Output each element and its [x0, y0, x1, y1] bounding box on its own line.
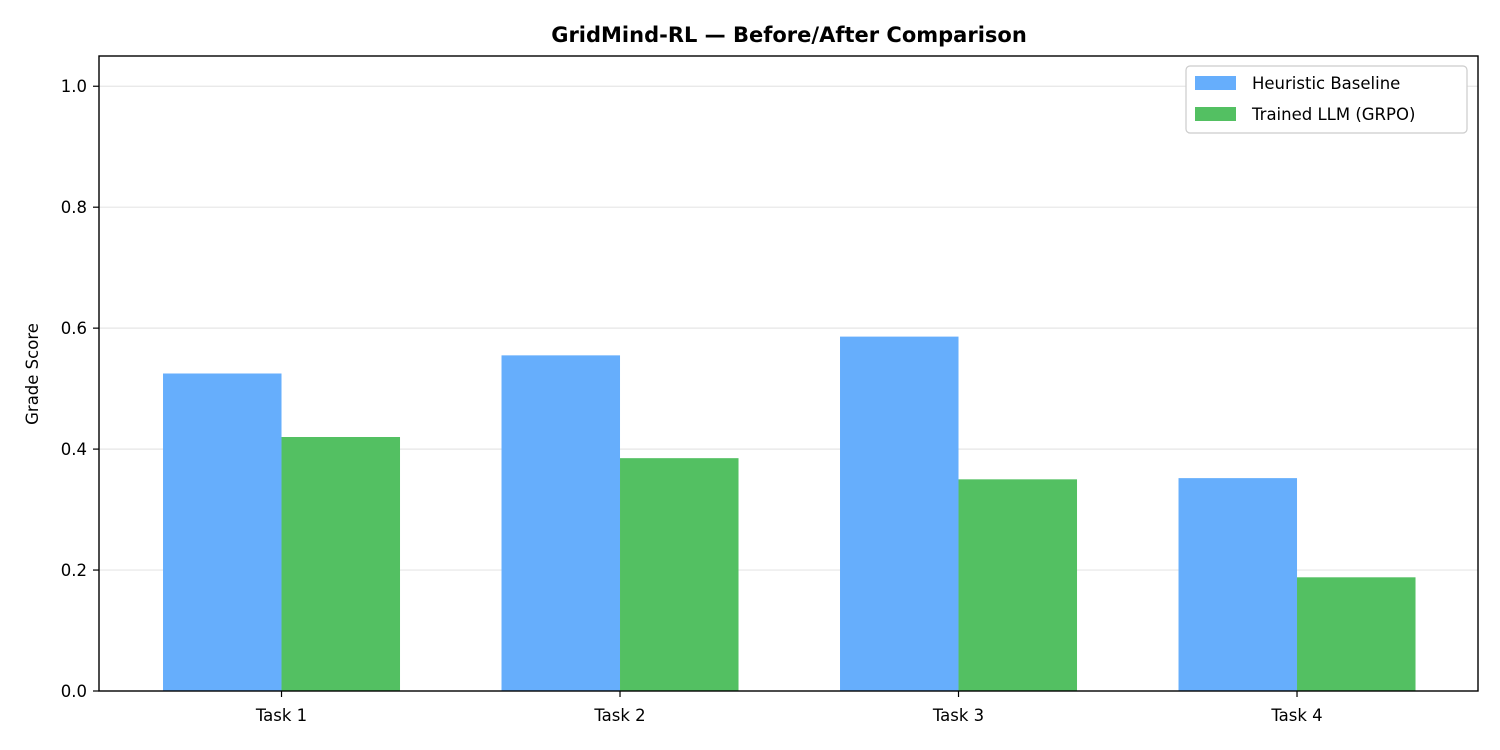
- legend-label-trained-llm: Trained LLM (GRPO): [1251, 105, 1415, 124]
- y-tick-label: 0.4: [61, 440, 87, 459]
- x-tick-label: Task 4: [1270, 706, 1322, 725]
- legend-box: [1185, 65, 1468, 134]
- bar-heuristic-baseline-task-3: [840, 336, 959, 691]
- bar-trained-llm-grpo-task-3: [958, 479, 1078, 691]
- x-tick-label: Task 2: [593, 706, 645, 725]
- y-tick-label: 0.8: [61, 198, 87, 217]
- bars: [163, 336, 1416, 691]
- plot-frame: [98, 55, 1479, 692]
- bar-heuristic-baseline-task-2: [501, 355, 621, 691]
- bar-trained-llm-grpo-task-4: [1297, 577, 1416, 691]
- bar-heuristic-baseline-task-1: [163, 373, 282, 691]
- y-tick-label: 0.6: [61, 319, 87, 338]
- legend: Heuristic Baseline Trained LLM (GRPO): [1185, 65, 1468, 134]
- y-tick-label: 1.0: [61, 77, 87, 96]
- y-tick-label: 0.0: [61, 682, 87, 701]
- legend-swatch-trained-llm: [1195, 107, 1236, 121]
- x-axis: Task 1 Task 2 Task 3 Task 4: [255, 691, 1323, 725]
- legend-swatch-heuristic-baseline: [1195, 76, 1236, 90]
- bar-heuristic-baseline-task-4: [1178, 478, 1298, 691]
- x-tick-label: Task 1: [255, 706, 307, 725]
- bar-trained-llm-grpo-task-1: [281, 437, 401, 691]
- chart-title: GridMind-RL — Before/After Comparison: [551, 23, 1027, 47]
- y-axis-label: Grade Score: [23, 323, 42, 425]
- y-tick-label: 0.2: [61, 561, 87, 580]
- bar-trained-llm-grpo-task-2: [620, 458, 739, 691]
- y-axis: 0.0 0.2 0.4 0.6 0.8 1.0: [61, 77, 99, 701]
- x-tick-label: Task 3: [932, 706, 984, 725]
- legend-label-heuristic-baseline: Heuristic Baseline: [1252, 74, 1400, 93]
